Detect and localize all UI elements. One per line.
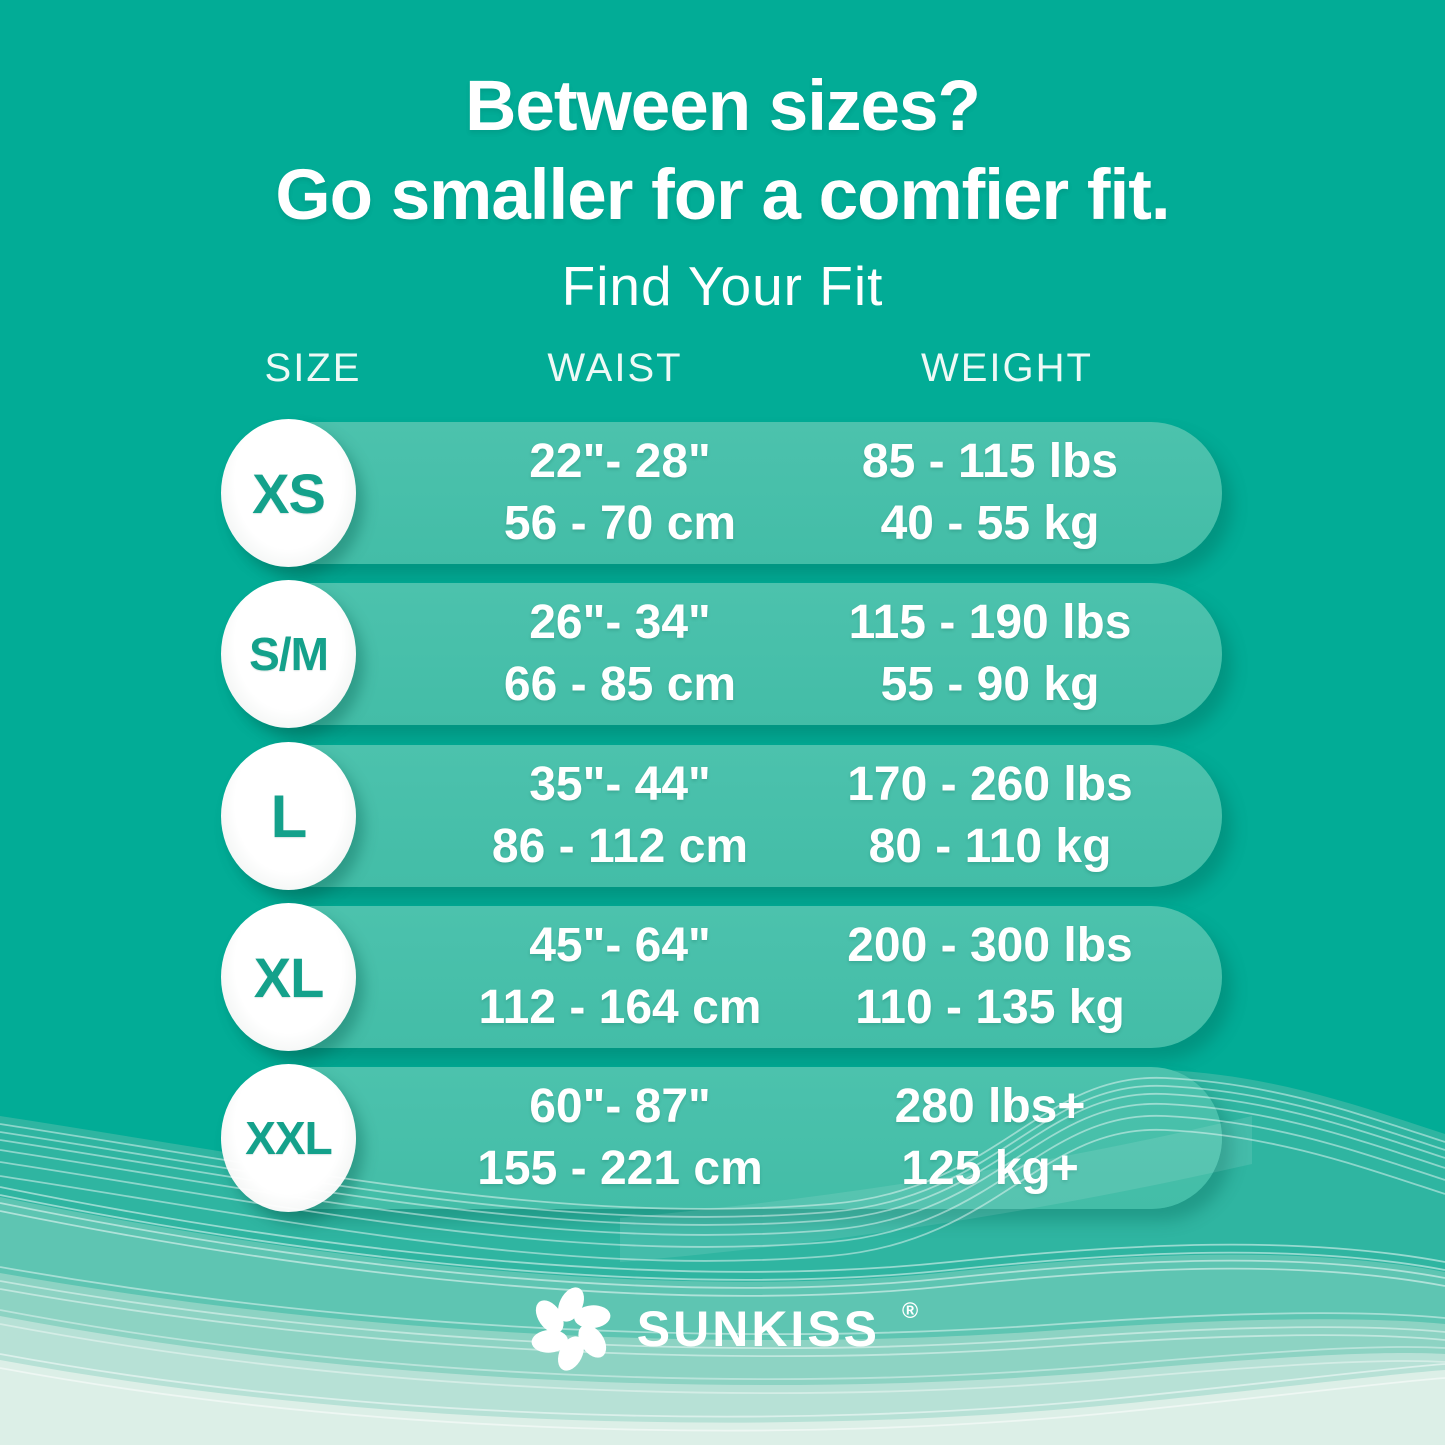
size-badge: XL (221, 903, 356, 1051)
size-table-row: S/M 26"- 34" 66 - 85 cm 115 - 190 lbs 55… (221, 580, 1222, 728)
weight-cell: 280 lbs+ 125 kg+ (790, 1067, 1190, 1209)
page-title-line2: Go smaller for a comfier fit. (275, 156, 1170, 235)
size-badge: L (221, 742, 356, 890)
size-badge: XXL (221, 1064, 356, 1212)
page-title: Between sizes? Go smaller for a comfier … (0, 62, 1445, 240)
page-title-line1: Between sizes? (465, 67, 981, 146)
size-badge-label: XS (252, 461, 326, 525)
waist-inches-value: 26"- 34" (529, 596, 711, 649)
weight-cell: 170 - 260 lbs 80 - 110 kg (790, 745, 1190, 887)
subtitle: Find Your Fit (561, 255, 884, 317)
row-pill-background (228, 906, 1222, 1048)
weight-cell: 85 - 115 lbs 40 - 55 kg (790, 422, 1190, 564)
waist-cm-value: 56 - 70 cm (503, 497, 737, 550)
waist-inches-value: 45"- 64" (529, 919, 711, 972)
waist-cell: 45"- 64" 112 - 164 cm (380, 906, 860, 1048)
flower-icon (531, 1287, 611, 1371)
waist-cell: 35"- 44" 86 - 112 cm (380, 745, 860, 887)
size-badge-label: L (270, 782, 308, 850)
weight-lbs-value: 170 - 260 lbs (847, 758, 1133, 811)
row-pill-background (228, 422, 1222, 564)
weight-kg-value: 55 - 90 kg (880, 658, 1100, 711)
weight-cell: 200 - 300 lbs 110 - 135 kg (790, 906, 1190, 1048)
waist-cm-value: 66 - 85 cm (503, 658, 737, 711)
registered-trademark-icon: ® (902, 1298, 919, 1323)
size-table-row: XS 22"- 28" 56 - 70 cm 85 - 115 lbs 40 -… (221, 419, 1222, 567)
waist-inches-value: 60"- 87" (529, 1080, 711, 1133)
waist-cm-value: 112 - 164 cm (478, 981, 762, 1034)
weight-lbs-value: 200 - 300 lbs (847, 919, 1133, 972)
waist-cell: 22"- 28" 56 - 70 cm (380, 422, 860, 564)
waist-inches-value: 22"- 28" (529, 435, 711, 488)
column-header-waist: WAIST (547, 346, 683, 390)
row-pill-background (228, 745, 1222, 887)
waist-inches-value: 35"- 44" (529, 758, 711, 811)
size-table-row: XXL 60"- 87" 155 - 221 cm 280 lbs+ 125 k… (221, 1064, 1222, 1212)
weight-lbs-value: 280 lbs+ (894, 1080, 1086, 1133)
size-badge: S/M (221, 580, 356, 728)
weight-cell: 115 - 190 lbs 55 - 90 kg (790, 583, 1190, 725)
weight-kg-value: 40 - 55 kg (880, 497, 1100, 550)
size-badge-label: XL (253, 945, 325, 1009)
brand-name: SUNKISS (636, 1301, 881, 1357)
weight-lbs-value: 115 - 190 lbs (848, 596, 1132, 649)
column-header-size: SIZE (264, 346, 362, 390)
column-header-weight: WEIGHT (921, 346, 1093, 390)
waist-cm-value: 86 - 112 cm (491, 820, 749, 873)
size-table-row: XL 45"- 64" 112 - 164 cm 200 - 300 lbs 1… (221, 903, 1222, 1051)
size-badge: XS (221, 419, 356, 567)
weight-lbs-value: 85 - 115 lbs (861, 435, 1119, 488)
weight-kg-value: 110 - 135 kg (855, 981, 1125, 1034)
size-table-row: L 35"- 44" 86 - 112 cm 170 - 260 lbs 80 … (221, 742, 1222, 890)
weight-kg-value: 125 kg+ (901, 1142, 1079, 1195)
size-badge-label: S/M (249, 628, 329, 680)
row-pill-background (228, 583, 1222, 725)
size-badge-label: XXL (245, 1112, 332, 1164)
waist-cm-value: 155 - 221 cm (477, 1142, 763, 1195)
waist-cell: 26"- 34" 66 - 85 cm (380, 583, 860, 725)
waist-cell: 60"- 87" 155 - 221 cm (380, 1067, 860, 1209)
brand-logo: SUNKISS ® (0, 1280, 1445, 1378)
weight-kg-value: 80 - 110 kg (868, 820, 1112, 873)
